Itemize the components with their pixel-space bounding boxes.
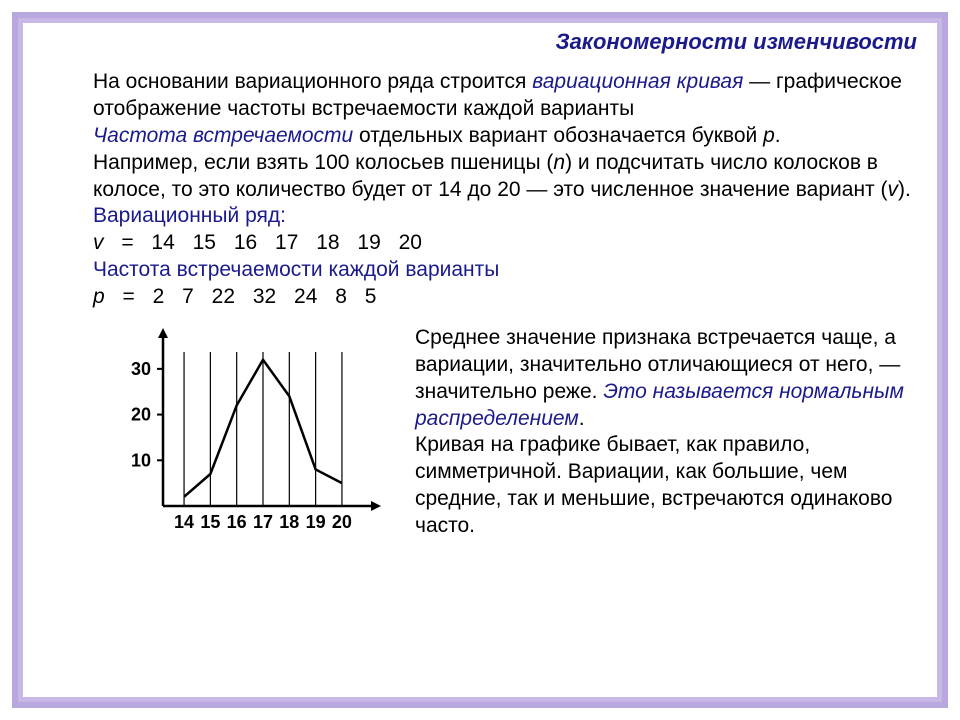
variation-curve-chart: 10 20 30 14 15 16 17 18 19 20 [93,321,393,551]
var-v: v [888,178,899,201]
p2b: отдельных вариант обозначается буквой [353,124,763,147]
body-text: На основании вариационного ряда строится… [93,69,913,551]
p3c: ). [898,178,911,201]
row-p-lhs: p [93,285,105,308]
row-v-values: = 14 15 16 17 18 19 20 [104,231,422,254]
svg-text:16: 16 [227,512,247,532]
slide-content: Закономерности изменчивости На основании… [18,18,942,702]
outer-frame: Закономерности изменчивости На основании… [12,12,948,708]
var-n: n [553,151,565,174]
row-v-lhs: v [93,231,104,254]
svg-text:17: 17 [253,512,273,532]
p3a: Например, если взять 100 колосьев пшениц… [93,151,553,174]
heading-variation-row: Вариационный ряд: [93,204,286,227]
svg-text:20: 20 [131,404,151,424]
svg-text:19: 19 [306,512,326,532]
slide-title: Закономерности изменчивости [555,29,917,55]
svg-text:10: 10 [131,450,151,470]
side1b: . [579,407,585,430]
term-frequency: Частота встречаемости [93,124,353,147]
var-p: p [763,124,775,147]
svg-text:18: 18 [279,512,299,532]
term-variation-curve: вариационная кривая [532,70,743,93]
svg-text:30: 30 [131,359,151,379]
p2c: . [775,124,781,147]
svg-text:20: 20 [332,512,352,532]
lower-row: 10 20 30 14 15 16 17 18 19 20 Среднее значение пр… [93,321,913,551]
side-text: Среднее значение признака встречается ча… [415,321,913,540]
heading-frequency-row: Частота встречаемости каждой варианты [93,258,499,281]
svg-text:15: 15 [200,512,220,532]
side2: Кривая на графике бывает, как правило, с… [415,433,892,537]
p1a: На основании вариационного ряда строится [93,70,532,93]
svg-text:14: 14 [174,512,194,532]
row-p-values: = 2 7 22 32 24 8 5 [105,285,377,308]
